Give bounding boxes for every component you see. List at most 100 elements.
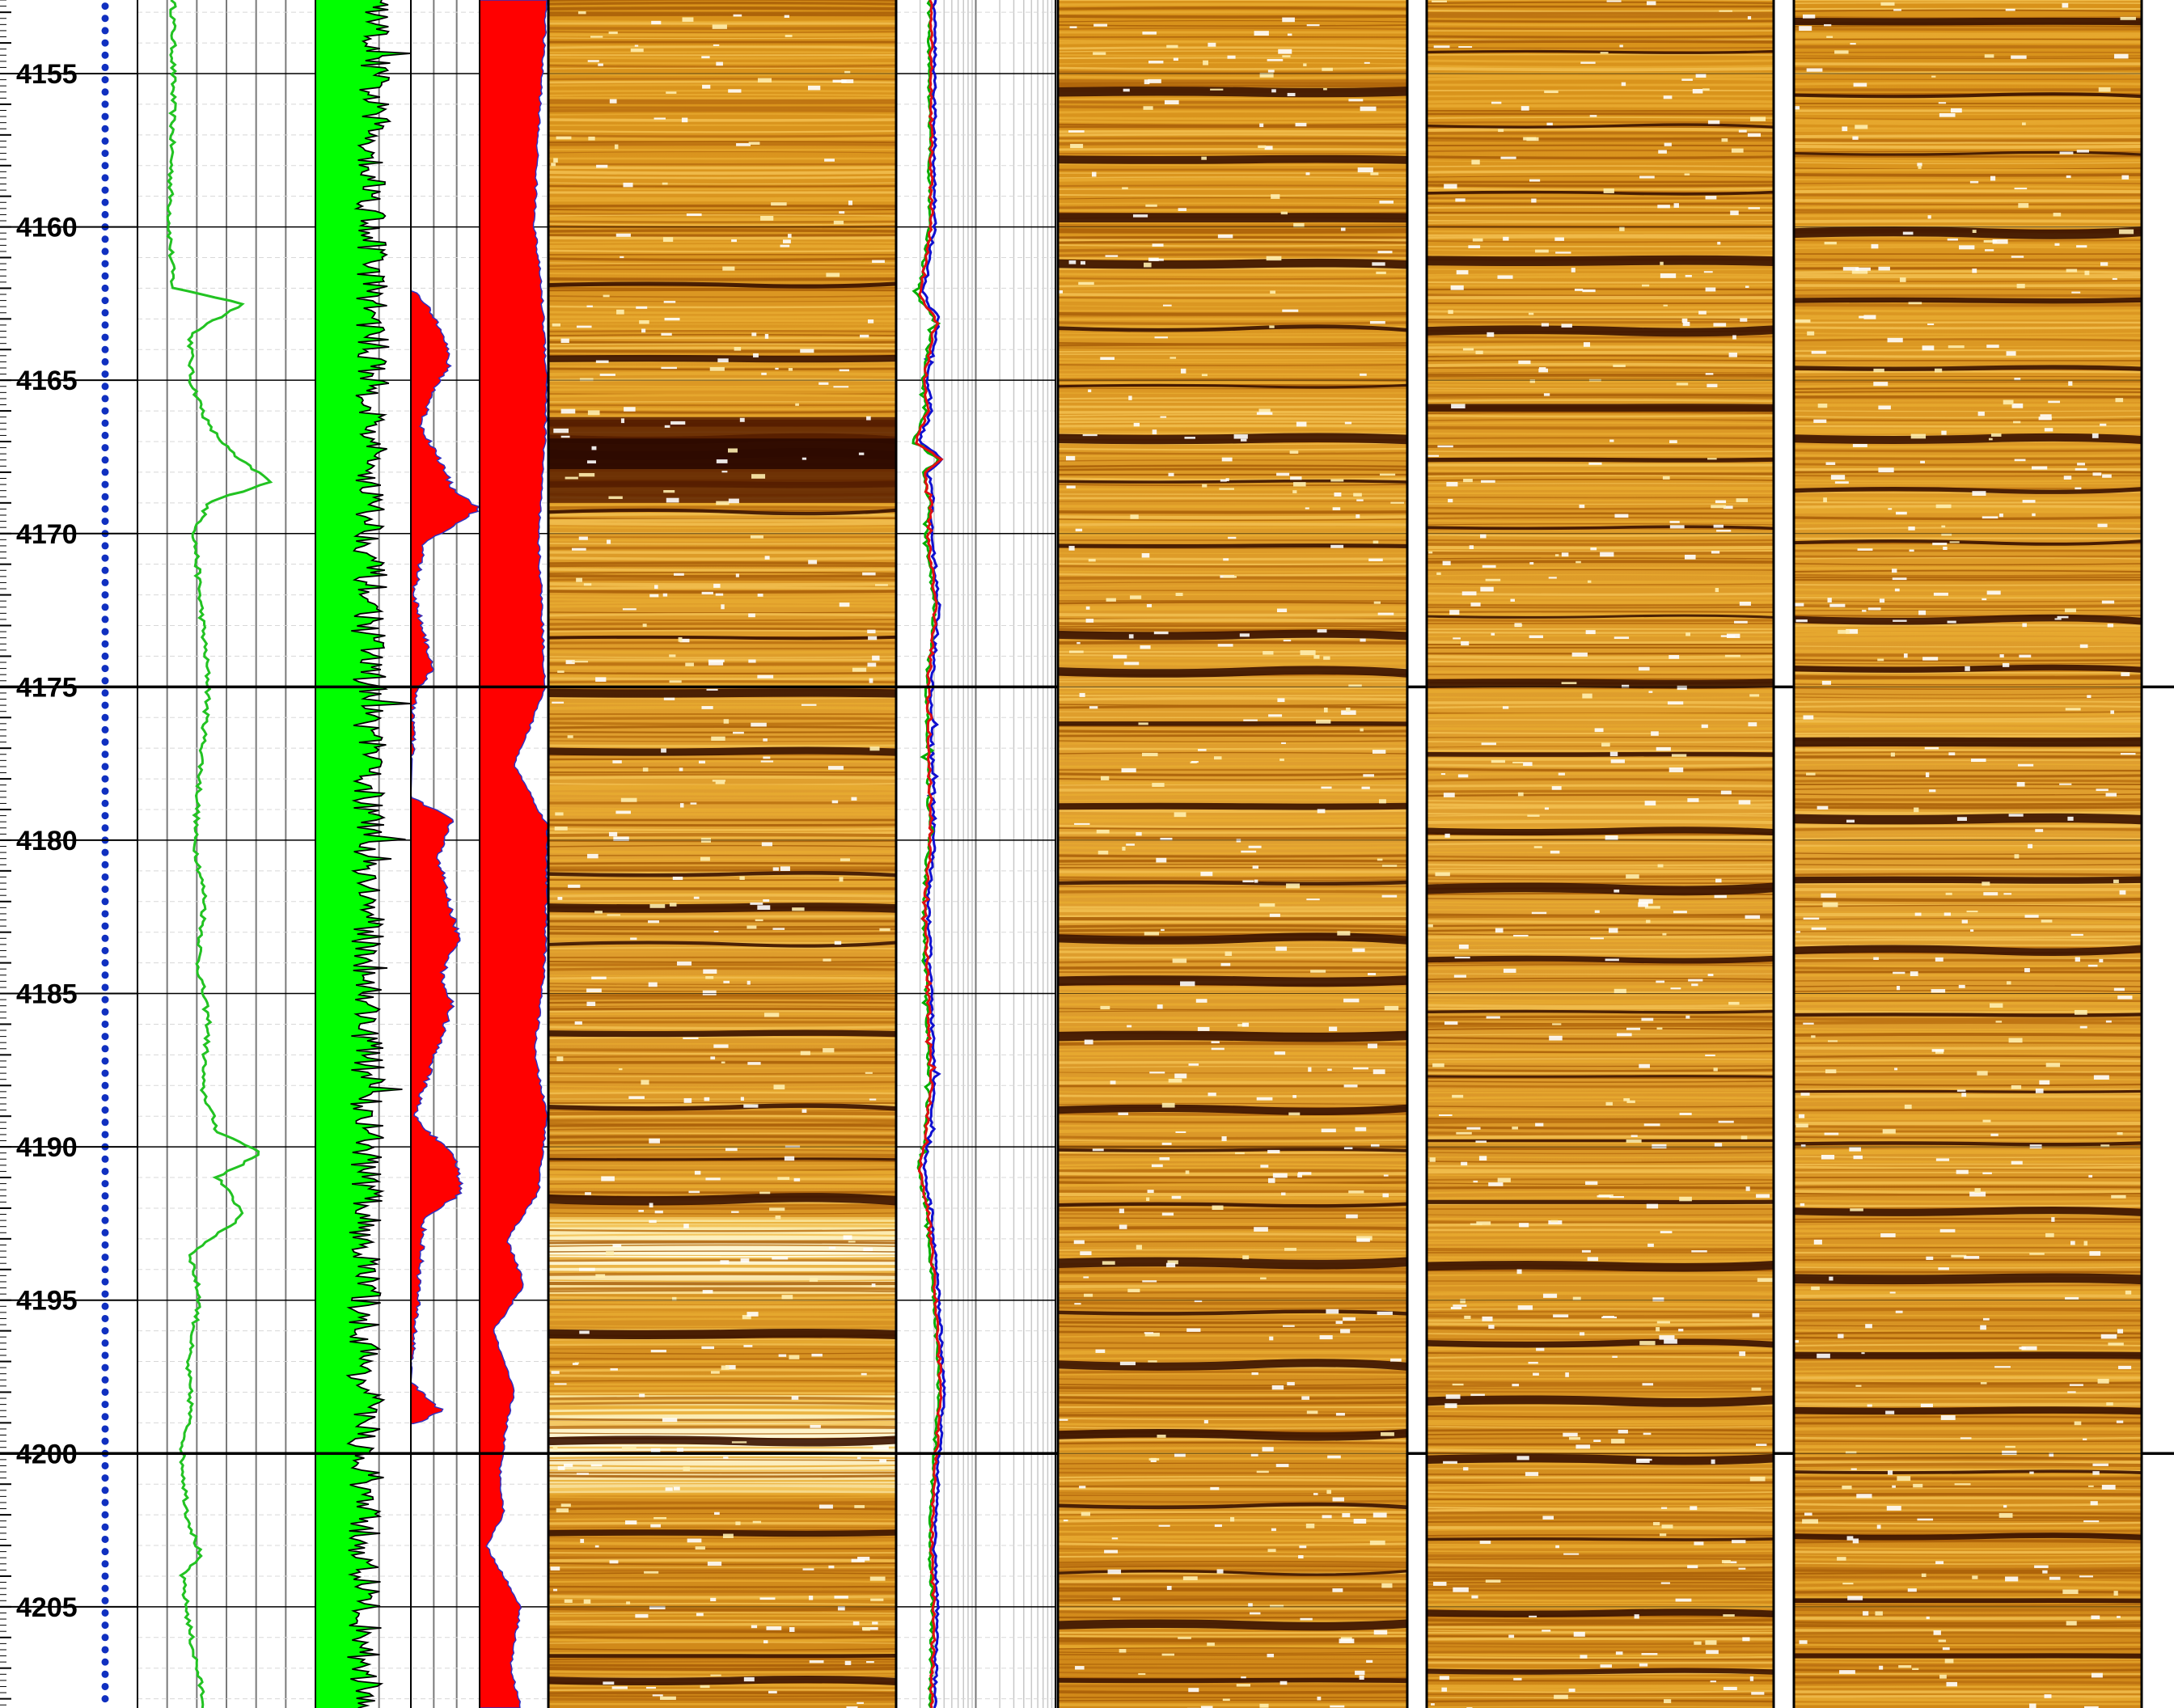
- image-texture-stripe: [548, 129, 897, 133]
- image-bright-speckle: [1383, 1174, 1389, 1177]
- image-bright-speckle: [1452, 1383, 1464, 1386]
- image-texture-stripe: [1793, 903, 2142, 906]
- depth-marker-dot: [101, 1621, 109, 1630]
- image-bright-speckle: [1348, 684, 1362, 687]
- image-bright-speckle: [1330, 1705, 1345, 1708]
- image-bright-speckle: [1980, 1382, 1987, 1385]
- image-bright-speckle: [620, 256, 624, 259]
- depth-marker-dot: [101, 738, 109, 746]
- image-bright-speckle: [1958, 984, 1965, 988]
- image-texture-stripe: [548, 241, 897, 243]
- image-bright-speckle: [1933, 1630, 1941, 1635]
- image-bright-speckle: [1080, 260, 1085, 265]
- image-bright-speckle: [1372, 540, 1379, 544]
- image-texture-stripe: [548, 1423, 897, 1427]
- image-bright-speckle: [1694, 1541, 1704, 1545]
- image-bright-speckle: [630, 49, 644, 53]
- depth-marker-dot: [101, 1045, 109, 1053]
- image-bright-speckle: [2017, 763, 2034, 767]
- image-dark-band: [1426, 1537, 1774, 1541]
- image-bright-speckle: [1243, 719, 1258, 721]
- image-texture-stripe: [1793, 607, 2142, 611]
- image-texture-stripe: [1793, 750, 2142, 754]
- image-texture-stripe: [1426, 23, 1774, 27]
- image-texture-stripe: [1793, 239, 2142, 242]
- image-texture-stripe: [1057, 1492, 1408, 1494]
- image-bright-speckle: [1863, 1611, 1869, 1616]
- image-bright-speckle: [1479, 1541, 1491, 1545]
- image-bright-speckle: [1585, 1181, 1598, 1186]
- image-bright-speckle: [1510, 598, 1515, 602]
- image-bright-speckle: [557, 896, 563, 900]
- image-texture-stripe: [1057, 1604, 1408, 1606]
- image-bright-speckle: [751, 474, 766, 479]
- image-texture-stripe: [548, 295, 897, 298]
- image-bright-speckle: [1188, 1688, 1199, 1693]
- depth-marker-dot: [101, 1302, 109, 1310]
- image-bright-speckle: [751, 722, 767, 727]
- image-dark-band: [1057, 258, 1408, 269]
- image-texture-stripe: [1057, 66, 1408, 70]
- image-bright-speckle: [1594, 728, 1604, 733]
- image-bright-speckle: [2066, 175, 2071, 179]
- image-texture-stripe: [1057, 1196, 1408, 1200]
- image-texture-stripe: [1793, 1169, 2142, 1171]
- image-texture-stripe: [548, 1, 897, 6]
- image-bright-speckle: [1321, 1128, 1336, 1133]
- image-bright-speckle: [713, 44, 720, 46]
- image-bright-speckle: [1341, 710, 1356, 715]
- depth-marker-dot: [101, 725, 109, 734]
- image-bright-speckle: [1470, 1393, 1485, 1397]
- image-texture-stripe: [1057, 793, 1408, 797]
- image-bright-speckle: [731, 1441, 747, 1444]
- image-bright-speckle: [1373, 1630, 1388, 1635]
- image-bright-speckle: [1934, 368, 1943, 373]
- depth-marker-dot: [101, 1548, 109, 1556]
- image-bright-speckle: [1461, 1161, 1468, 1166]
- image-bright-speckle: [1469, 545, 1474, 549]
- image-dark-band: [1057, 1502, 1408, 1510]
- image-bright-speckle: [1283, 639, 1292, 642]
- image-texture-stripe: [548, 134, 897, 138]
- image-texture-stripe: [1793, 824, 2142, 828]
- resistivity-curve-red: [915, 0, 944, 1708]
- image-bright-speckle: [1275, 1464, 1289, 1468]
- image-bright-speckle: [2102, 474, 2112, 478]
- image-bright-speckle: [755, 919, 763, 922]
- borehole-image-2: [1056, 0, 1409, 1708]
- image-bright-speckle: [1203, 60, 1208, 66]
- image-bright-speckle: [1168, 1079, 1182, 1083]
- image-texture-stripe: [1793, 1135, 2142, 1139]
- image-bright-speckle: [2014, 854, 2020, 859]
- image-bright-speckle: [1688, 979, 1703, 982]
- image-texture-stripe: [1057, 79, 1408, 83]
- image-bright-speckle: [690, 802, 697, 805]
- image-bright-speckle: [1662, 932, 1667, 936]
- image-bright-speckle: [763, 738, 768, 742]
- image-texture-stripe: [1426, 573, 1774, 577]
- image-bright-speckle: [553, 428, 569, 433]
- image-texture-stripe: [548, 717, 897, 721]
- image-texture-stripe: [1426, 165, 1774, 167]
- image-bright-speckle: [833, 220, 844, 225]
- image-bright-speckle: [793, 1177, 801, 1182]
- image-texture-stripe: [1057, 1066, 1408, 1068]
- image-bright-speckle: [1669, 767, 1684, 772]
- image-bright-speckle: [1188, 1063, 1199, 1066]
- image-bright-speckle: [831, 800, 839, 804]
- image-bright-speckle: [1437, 445, 1453, 448]
- image-bright-speckle: [1590, 937, 1605, 940]
- depth-marker-dot: [101, 1192, 109, 1200]
- image-texture-stripe: [1793, 1604, 2142, 1606]
- image-texture-stripe: [1793, 1165, 2142, 1169]
- image-bright-speckle: [2105, 1020, 2112, 1023]
- image-bright-speckle: [1799, 1640, 1808, 1644]
- image-bright-speckle: [784, 15, 789, 18]
- image-texture-stripe: [1426, 99, 1774, 104]
- image-bright-speckle: [1817, 404, 1828, 408]
- image-bright-speckle: [725, 1148, 738, 1152]
- image-bright-speckle: [1829, 603, 1846, 607]
- image-texture-stripe: [1426, 411, 1774, 415]
- image-texture-stripe: [1057, 50, 1408, 53]
- image-bright-speckle: [1679, 1112, 1692, 1115]
